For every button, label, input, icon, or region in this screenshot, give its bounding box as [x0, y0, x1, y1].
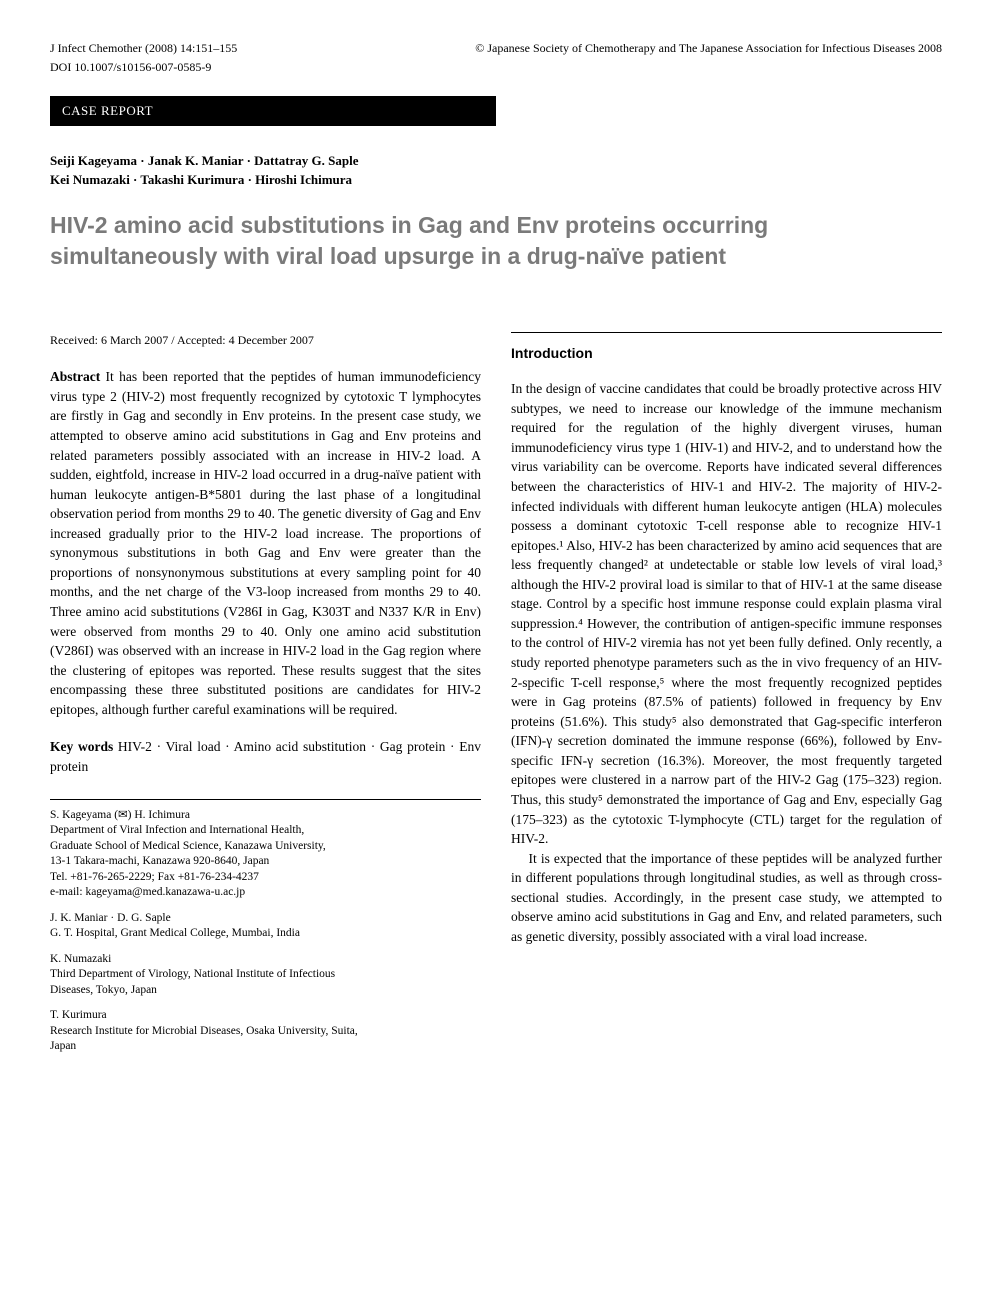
keywords-text: HIV-2 · Viral load · Amino acid substitu…	[50, 739, 481, 774]
received-accepted: Received: 6 March 2007 / Accepted: 4 Dec…	[50, 332, 481, 349]
keywords-line: Key words HIV-2 · Viral load · Amino aci…	[50, 737, 481, 776]
affil-names-2: J. K. Maniar · D. G. Saple	[50, 911, 481, 927]
right-column: Introduction In the design of vaccine ca…	[511, 332, 942, 1065]
affiliation-3: K. Numazaki Third Department of Virology…	[50, 952, 481, 999]
case-report-label: CASE REPORT	[50, 96, 496, 126]
affil-line: G. T. Hospital, Grant Medical College, M…	[50, 926, 481, 942]
affil-names-1: S. Kageyama (✉) H. Ichimura	[50, 808, 481, 824]
affiliation-2: J. K. Maniar · D. G. Saple G. T. Hospita…	[50, 911, 481, 942]
affil-line: Third Department of Virology, National I…	[50, 967, 481, 983]
introduction-heading: Introduction	[511, 343, 942, 363]
affil-line: Japan	[50, 1039, 481, 1055]
authors-block: Seiji Kageyama · Janak K. Maniar · Datta…	[50, 151, 942, 190]
copyright: © Japanese Society of Chemotherapy and T…	[475, 40, 942, 57]
affiliations-block: S. Kageyama (✉) H. Ichimura Department o…	[50, 799, 481, 1055]
doi: DOI 10.1007/s10156-007-0585-9	[50, 59, 942, 76]
abstract-text: It has been reported that the peptides o…	[50, 369, 481, 717]
keywords-label: Key words	[50, 739, 113, 754]
authors-line-1: Seiji Kageyama · Janak K. Maniar · Datta…	[50, 151, 942, 171]
affil-line: Graduate School of Medical Science, Kana…	[50, 839, 481, 855]
affil-names-4: T. Kurimura	[50, 1008, 481, 1024]
affil-line: Department of Viral Infection and Intern…	[50, 823, 481, 839]
abstract-paragraph: Abstract It has been reported that the p…	[50, 367, 481, 719]
authors-line-2: Kei Numazaki · Takashi Kurimura · Hirosh…	[50, 170, 942, 190]
section-rule	[511, 332, 942, 333]
two-column-layout: Received: 6 March 2007 / Accepted: 4 Dec…	[50, 332, 942, 1065]
affiliation-1: S. Kageyama (✉) H. Ichimura Department o…	[50, 808, 481, 901]
journal-header: J Infect Chemother (2008) 14:151–155 © J…	[50, 40, 942, 57]
intro-para-1: In the design of vaccine candidates that…	[511, 379, 942, 849]
affil-line: e-mail: kageyama@med.kanazawa-u.ac.jp	[50, 885, 481, 901]
abstract-label: Abstract	[50, 369, 100, 384]
intro-para-2: It is expected that the importance of th…	[511, 849, 942, 947]
affil-line: Diseases, Tokyo, Japan	[50, 983, 481, 999]
affiliation-4: T. Kurimura Research Institute for Micro…	[50, 1008, 481, 1055]
left-column: Received: 6 March 2007 / Accepted: 4 Dec…	[50, 332, 481, 1065]
article-title: HIV-2 amino acid substitutions in Gag an…	[50, 210, 942, 272]
affil-names-3: K. Numazaki	[50, 952, 481, 968]
journal-ref: J Infect Chemother (2008) 14:151–155	[50, 40, 237, 57]
affil-line: 13-1 Takara-machi, Kanazawa 920-8640, Ja…	[50, 854, 481, 870]
affil-line: Tel. +81-76-265-2229; Fax +81-76-234-423…	[50, 870, 481, 886]
affil-line: Research Institute for Microbial Disease…	[50, 1024, 481, 1040]
